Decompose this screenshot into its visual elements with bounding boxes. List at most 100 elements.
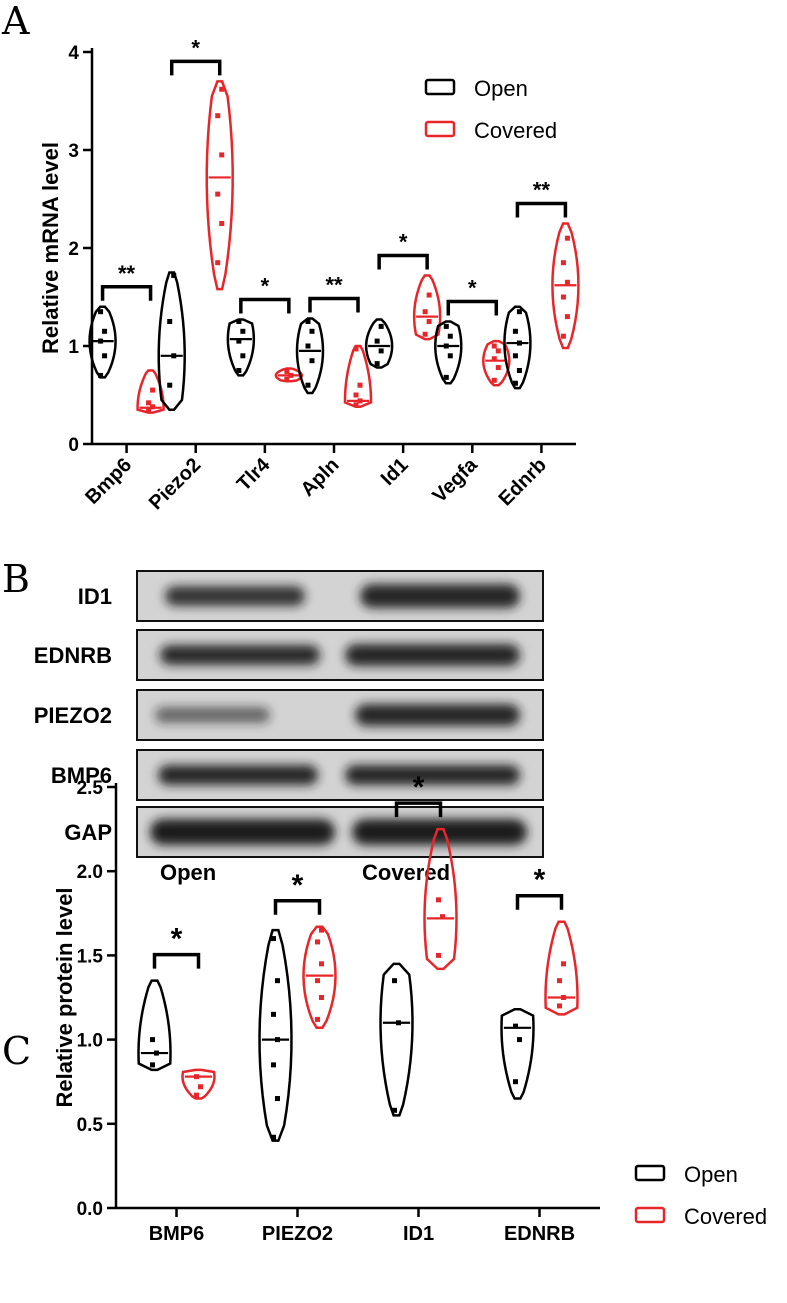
data-point: [436, 952, 441, 958]
y-tick-label: 3: [68, 141, 79, 162]
data-point: [284, 368, 290, 374]
data-point: [353, 392, 359, 398]
data-point: [443, 323, 449, 329]
significance-bracket: [515, 893, 564, 910]
data-point: [98, 372, 104, 378]
data-point: [557, 1003, 562, 1009]
data-point: [512, 328, 518, 334]
data-point: [392, 978, 397, 984]
data-point: [319, 927, 324, 933]
data-point: [426, 319, 432, 324]
data-point: [495, 348, 501, 354]
violin-covered: [423, 827, 458, 971]
data-point: [353, 402, 359, 408]
data-point: [146, 407, 152, 413]
significance-marker: *: [534, 864, 546, 897]
data-point: [319, 961, 324, 967]
band-bmp6-lane-1: [158, 765, 318, 785]
data-point: [491, 343, 497, 349]
x-category-label: Vegfa: [429, 453, 483, 507]
data-point: [357, 398, 363, 404]
data-point: [219, 152, 225, 158]
data-point: [171, 272, 177, 278]
significance-marker: *: [413, 771, 425, 804]
data-point: [443, 374, 449, 380]
significance-bracket: [515, 201, 568, 218]
significance-marker: **: [325, 273, 343, 298]
violin-covered: [205, 80, 234, 291]
legend-swatch-covered: [634, 1206, 666, 1224]
data-point: [305, 382, 311, 388]
data-point: [146, 400, 152, 406]
data-point: [236, 368, 242, 373]
legend-swatch-covered: [424, 120, 456, 138]
data-point: [309, 328, 315, 334]
significance-bracket: [100, 285, 153, 301]
data-point: [512, 353, 518, 359]
data-point: [315, 978, 320, 984]
significance-bracket: [446, 299, 499, 316]
data-point: [98, 309, 104, 315]
y-tick-label: 0.5: [77, 1115, 104, 1136]
data-point: [436, 897, 441, 903]
data-point: [219, 221, 225, 226]
violin-open: [295, 317, 325, 395]
data-point: [440, 914, 445, 920]
data-point: [171, 353, 177, 359]
data-point: [215, 191, 221, 197]
x-category-label: PIEZO2: [262, 1223, 333, 1245]
x-category-label: EDNRB: [504, 1223, 575, 1245]
panel-a-letter: A: [1, 0, 30, 43]
band-piezo2-lane-1: [155, 707, 270, 723]
x-category-label: Ednrb: [495, 454, 551, 510]
data-point: [495, 365, 501, 371]
data-point: [516, 309, 522, 315]
data-point: [288, 372, 294, 378]
data-point: [236, 319, 242, 324]
blot-label-bmp6: BMP6: [51, 763, 112, 788]
violin-covered: [544, 920, 579, 1016]
violin-open: [364, 318, 394, 369]
data-point: [560, 260, 566, 266]
violin-open: [226, 318, 256, 377]
data-point: [513, 1023, 518, 1029]
violin-open: [503, 305, 532, 390]
violin-open: [434, 320, 463, 385]
significance-marker: *: [171, 923, 183, 956]
y-axis-title: Relative mRNA level: [38, 142, 63, 354]
data-point: [315, 1016, 320, 1022]
data-point: [422, 309, 428, 315]
significance-marker: *: [468, 276, 477, 301]
data-point: [560, 294, 566, 300]
significance-marker: *: [292, 869, 304, 902]
x-category-label: Id1: [377, 454, 413, 490]
significance-bracket: [308, 296, 360, 313]
data-point: [374, 361, 380, 367]
data-point: [561, 995, 566, 1000]
significance-bracket: [377, 253, 429, 270]
data-point: [513, 1079, 518, 1085]
data-point: [215, 113, 221, 119]
data-point: [240, 328, 246, 334]
legend-swatch-open: [634, 1164, 666, 1182]
violin-open: [137, 979, 172, 1072]
y-tick-label: 1.0: [77, 1031, 103, 1052]
band-gap-lane-2: [352, 819, 527, 845]
data-point: [150, 1062, 155, 1068]
blot-label-id1: ID1: [78, 584, 112, 609]
blot-label-gap: GAP: [64, 820, 112, 845]
western-blot: ID1 EDNRB PIEZO2 BMP6 GAP Open Covered: [34, 570, 544, 885]
data-point: [564, 314, 570, 320]
x-category-label: Bmp6: [81, 454, 136, 509]
band-id1-lane-1: [165, 586, 305, 606]
band-piezo2-lane-2: [355, 704, 520, 726]
panel-b-letter: B: [2, 557, 30, 601]
data-point: [374, 338, 380, 344]
data-point: [315, 939, 320, 945]
y-tick-label: 1: [68, 337, 79, 358]
data-point: [150, 404, 156, 410]
data-point: [194, 1092, 199, 1098]
data-point: [443, 343, 449, 349]
data-point: [422, 331, 428, 337]
data-point: [271, 936, 276, 942]
